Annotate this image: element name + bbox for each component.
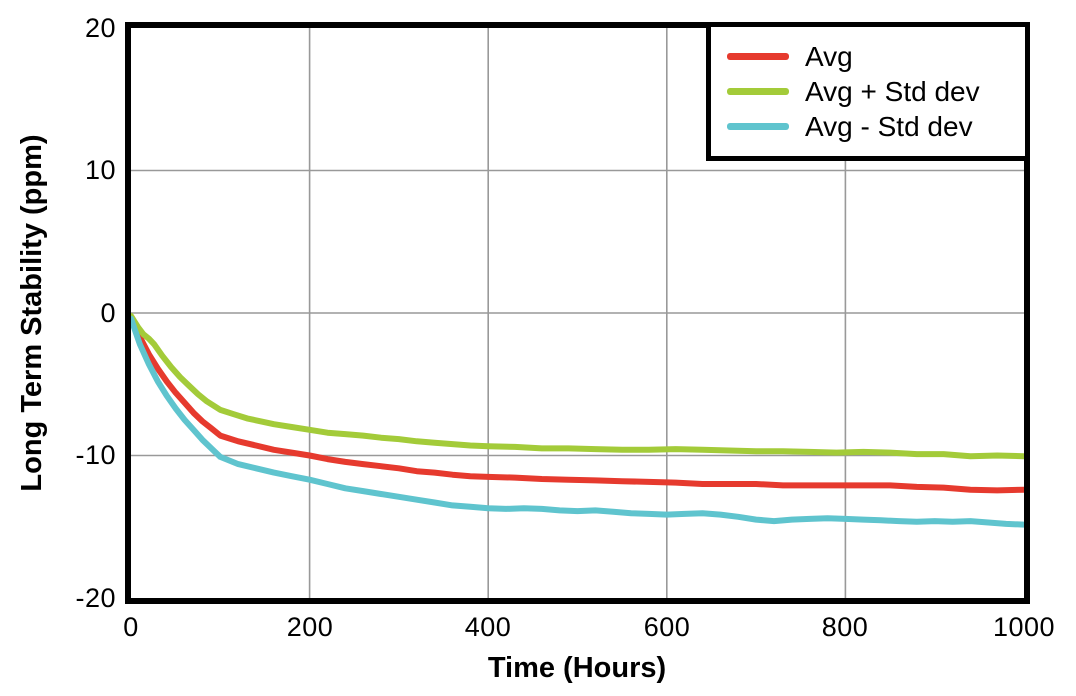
y-tick-label: -10: [75, 440, 116, 470]
legend: Avg Avg + Std dev Avg - Std dev: [706, 22, 1030, 161]
legend-item-avg: Avg: [727, 39, 1017, 74]
legend-item-avg-plus-std: Avg + Std dev: [727, 74, 1017, 109]
plot-svg: [131, 28, 1024, 598]
y-tick-label: 0: [100, 298, 116, 328]
x-tick-label: 1000: [992, 612, 1056, 642]
legend-swatch-avg-plus-std: [727, 88, 789, 95]
legend-label: Avg + Std dev: [805, 75, 980, 107]
y-tick-label: 20: [84, 13, 116, 43]
legend-swatch-avg-minus-std: [727, 123, 789, 130]
y-tick-label: -20: [75, 583, 116, 613]
legend-label: Avg: [805, 40, 853, 72]
x-tick-label: 800: [821, 612, 869, 642]
x-tick-label: 400: [464, 612, 512, 642]
legend-item-avg-minus-std: Avg - Std dev: [727, 109, 1017, 144]
y-tick-label: 10: [84, 155, 116, 185]
x-tick-label: 600: [643, 612, 691, 642]
legend-swatch-avg: [727, 53, 789, 60]
x-tick-label: 200: [286, 612, 334, 642]
x-axis-title: Time (Hours): [487, 652, 667, 684]
x-tick-label: 0: [123, 612, 139, 642]
legend-label: Avg - Std dev: [805, 110, 973, 142]
